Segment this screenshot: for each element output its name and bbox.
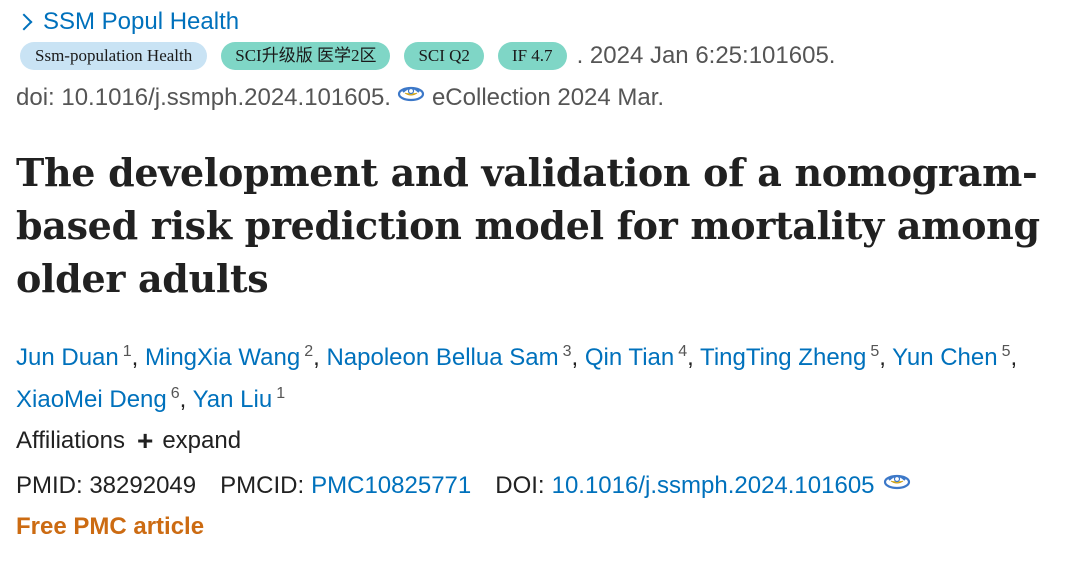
journal-link-label: SSM Popul Health bbox=[43, 8, 240, 35]
affiliation-number[interactable]: 2 bbox=[304, 343, 314, 360]
affiliation-number[interactable]: 1 bbox=[276, 385, 286, 402]
author-link[interactable]: Napoleon Bellua Sam bbox=[326, 344, 559, 371]
sci-quartile-badge: SCI Q2 bbox=[404, 42, 484, 70]
expand-label: expand bbox=[162, 427, 242, 454]
ecollection-text: eCollection 2024 Mar. bbox=[431, 84, 665, 111]
chevron-right-icon bbox=[15, 13, 33, 31]
affiliation-number[interactable]: 4 bbox=[678, 343, 688, 360]
impact-factor-badge: IF 4.7 bbox=[497, 42, 567, 70]
author-link[interactable]: Yan Liu bbox=[192, 386, 273, 413]
author-link[interactable]: XiaoMei Deng bbox=[16, 386, 167, 413]
free-pmc-article-badge[interactable]: Free PMC article bbox=[16, 513, 205, 540]
author-item: TingTing Zheng 5, bbox=[700, 343, 893, 371]
author-item: Yan Liu 1 bbox=[192, 385, 286, 413]
author-item: Yun Chen 5, bbox=[892, 343, 1018, 371]
author-item: Qin Tian 4, bbox=[584, 343, 701, 371]
article-title: The development and validation of a nomo… bbox=[16, 150, 1040, 301]
citation-doi-line: doi: 10.1016/j.ssmph.2024.101605. eColle… bbox=[16, 84, 664, 112]
citation-badges: Ssm-population Health SCI升级版 医学2区 SCI Q2… bbox=[20, 42, 835, 70]
identifiers-line: PMID: 38292049 PMCID: PMC10825771 DOI: 1… bbox=[16, 472, 918, 500]
citation-doi: doi: 10.1016/j.ssmph.2024.101605. bbox=[16, 84, 391, 111]
journal-link[interactable]: SSM Popul Health bbox=[15, 8, 240, 36]
pmid: PMID: 38292049 bbox=[16, 472, 197, 499]
author-link[interactable]: MingXia Wang bbox=[145, 344, 301, 371]
affiliation-number[interactable]: 6 bbox=[170, 385, 180, 402]
affiliations-label: Affiliations bbox=[16, 427, 125, 454]
affiliation-number[interactable]: 1 bbox=[122, 343, 132, 360]
author-item: Napoleon Bellua Sam 3, bbox=[326, 343, 585, 371]
pmcid-label: PMCID: bbox=[220, 472, 305, 499]
scihub-logo-icon[interactable] bbox=[397, 83, 425, 105]
affiliation-number[interactable]: 5 bbox=[870, 343, 880, 360]
plus-icon: + bbox=[136, 425, 154, 456]
doi-label: DOI: bbox=[495, 472, 545, 499]
affiliation-number[interactable]: 3 bbox=[562, 343, 572, 360]
author-link[interactable]: Yun Chen bbox=[892, 344, 998, 371]
journal-full-badge: Ssm-population Health bbox=[20, 42, 208, 70]
doi-link[interactable]: 10.1016/j.ssmph.2024.101605 bbox=[551, 472, 875, 499]
scihub-logo-icon[interactable] bbox=[883, 471, 911, 493]
author-item: MingXia Wang 2, bbox=[145, 343, 327, 371]
author-link[interactable]: Qin Tian bbox=[584, 344, 675, 371]
sci-rank-badge: SCI升级版 医学2区 bbox=[221, 42, 391, 70]
affiliation-number[interactable]: 5 bbox=[1001, 343, 1011, 360]
affiliations-section: Affiliations + expand bbox=[16, 427, 241, 455]
citation-date-volume: . 2024 Jan 6:25:101605. bbox=[576, 42, 836, 69]
author-item: XiaoMei Deng 6, bbox=[16, 385, 193, 413]
author-link[interactable]: Jun Duan bbox=[16, 344, 119, 371]
author-link[interactable]: TingTing Zheng bbox=[700, 344, 867, 371]
author-item: Jun Duan 1, bbox=[16, 343, 145, 371]
pmcid-link[interactable]: PMC10825771 bbox=[311, 472, 472, 499]
affiliations-expand-button[interactable]: + expand bbox=[137, 427, 241, 455]
authors-list: Jun Duan 1, MingXia Wang 2, Napoleon Bellu… bbox=[16, 334, 1071, 418]
